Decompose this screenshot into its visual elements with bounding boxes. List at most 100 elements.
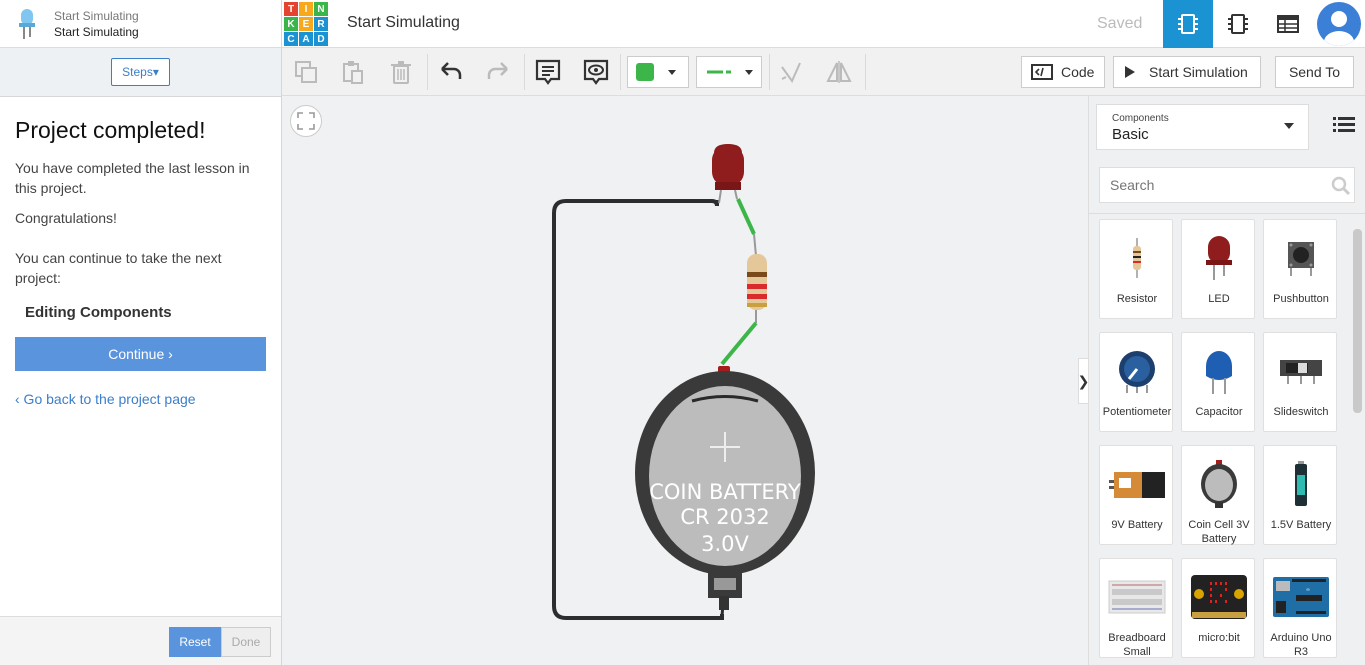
steps-dropdown-button[interactable]: Steps▾ [111, 58, 170, 86]
potentiometer-icon [1119, 351, 1155, 393]
component-search-input[interactable] [1099, 167, 1355, 203]
flip-button[interactable] [825, 58, 853, 86]
logo-letter: K [284, 17, 298, 31]
toolbar-separator [524, 54, 525, 90]
reset-button[interactable]: Reset [169, 627, 221, 657]
toggle-notes-visibility-button[interactable] [582, 58, 610, 86]
code-button[interactable]: Code [1021, 56, 1105, 88]
wire-type-picker[interactable] [696, 56, 762, 88]
saved-status: Saved [1097, 15, 1143, 32]
copy-button[interactable] [292, 58, 320, 86]
component-name: 1.5V Battery [1270, 519, 1332, 531]
black-wire [552, 199, 724, 620]
green-wire-top [736, 198, 756, 235]
toolbar-separator [865, 54, 866, 90]
circuit-drawing: COIN BATTERY CR 2032 3.0V [552, 144, 815, 620]
components-panel: Components Basic Resistor LED Pushbutton [1088, 96, 1365, 665]
arduino-icon: ∞ [1273, 577, 1329, 617]
collapse-panel-toggle[interactable]: ❯ [1077, 358, 1090, 404]
logo-letter: I [299, 2, 313, 16]
fit-view-icon [297, 112, 315, 130]
battery-label-line1: COIN BATTERY [649, 480, 801, 504]
components-select-label: Components [1112, 113, 1169, 124]
code-icon [1031, 64, 1053, 80]
tinkercad-logo[interactable]: T I N K E R C A D [284, 2, 328, 46]
lesson-text-3: You can continue to take the next projec… [15, 250, 222, 286]
component-card-resistor[interactable]: Resistor [1099, 219, 1173, 319]
component-card-pushbutton[interactable]: Pushbutton [1263, 219, 1337, 319]
lesson-heading: Project completed! [15, 117, 206, 143]
lesson-text-2: Congratulations! [15, 210, 117, 226]
component-card-arduino[interactable]: ∞ Arduino Uno R3 [1263, 558, 1337, 658]
copy-icon [295, 61, 317, 83]
chevron-right-icon: ❯ [1077, 372, 1090, 389]
component-card-9v-battery[interactable]: 9V Battery [1099, 445, 1173, 545]
component-card-potentiometer[interactable]: Potentiometer [1099, 332, 1173, 432]
start-simulation-label: Start Simulation [1149, 64, 1248, 80]
trash-icon [391, 61, 411, 84]
chevron-down-icon [668, 69, 676, 75]
panel-divider [1089, 213, 1365, 214]
components-category-select[interactable]: Components Basic [1096, 104, 1309, 150]
lesson-subtitle: Start Simulating [54, 8, 139, 23]
paste-icon [343, 61, 363, 84]
top-bar: T I N K E R C A D Start Simulating Saved [282, 0, 1365, 48]
continue-button[interactable]: Continue › [15, 337, 266, 371]
lesson-panel: Start Simulating Start Simulating Steps▾… [0, 0, 282, 665]
component-name: Slideswitch [1273, 406, 1329, 418]
logo-letter: T [284, 2, 298, 16]
steps-bar: Steps▾ [0, 48, 281, 97]
project-title[interactable]: Start Simulating [347, 14, 460, 31]
done-button[interactable]: Done [221, 627, 271, 657]
resistor-component [747, 233, 767, 323]
component-name: Arduino Uno R3 [1270, 632, 1332, 658]
svg-text:∞: ∞ [1306, 587, 1310, 593]
component-name: Coin Cell 3V Battery [1188, 519, 1250, 545]
schematic-view-button[interactable] [1213, 0, 1263, 48]
wire-color-picker[interactable] [627, 56, 689, 88]
component-name: Potentiometer [1102, 406, 1172, 418]
circuit-canvas[interactable]: COIN BATTERY CR 2032 3.0V ❯ [282, 96, 1090, 665]
component-name: Capacitor [1195, 406, 1243, 418]
user-avatar[interactable] [1317, 2, 1361, 46]
component-card-capacitor[interactable]: Capacitor [1181, 332, 1255, 432]
components-scrollbar[interactable] [1353, 229, 1362, 413]
led-component [712, 144, 744, 204]
component-card-coin-cell[interactable]: Coin Cell 3V Battery [1181, 445, 1255, 545]
logo-letter: R [314, 17, 328, 31]
table-icon [1277, 15, 1299, 33]
component-card-1-5v-battery[interactable]: 1.5V Battery [1263, 445, 1337, 545]
lesson-content: Project completed! You have completed th… [0, 97, 281, 427]
component-card-slideswitch[interactable]: Slideswitch [1263, 332, 1337, 432]
start-simulation-button[interactable]: Start Simulation [1113, 56, 1261, 88]
component-card-microbit[interactable]: micro:bit [1181, 558, 1255, 658]
send-to-button[interactable]: Send To [1275, 56, 1354, 88]
green-wire-bottom [720, 321, 758, 366]
list-view-icon[interactable] [1333, 116, 1355, 134]
delete-button[interactable] [387, 58, 415, 86]
component-card-led[interactable]: LED [1181, 219, 1255, 319]
undo-button[interactable] [437, 58, 465, 86]
lesson-title: Start Simulating [54, 24, 139, 39]
capacitor-icon [1206, 351, 1232, 394]
battery-label-line3: 3.0V [701, 532, 749, 556]
logo-letter: A [299, 32, 313, 46]
rotate-button[interactable] [777, 58, 805, 86]
paste-button[interactable] [339, 58, 367, 86]
redo-button[interactable] [484, 58, 512, 86]
back-to-project-link[interactable]: ‹ Go back to the project page [15, 391, 196, 407]
lesson-header: Start Simulating Start Simulating [0, 0, 281, 48]
chip-icon [1228, 14, 1248, 34]
breadboard-icon [1108, 580, 1166, 614]
play-icon [1125, 66, 1135, 78]
circuit-view-button[interactable] [1163, 0, 1213, 48]
resistor-icon [1133, 238, 1141, 278]
rotate-icon [781, 62, 801, 84]
notes-button[interactable] [534, 58, 562, 86]
component-list-view-button[interactable] [1263, 0, 1313, 48]
next-project-title: Editing Components [25, 304, 172, 321]
send-to-label: Send To [1288, 64, 1341, 80]
zoom-to-fit-button[interactable] [290, 105, 322, 137]
component-card-breadboard[interactable]: Breadboard Small [1099, 558, 1173, 658]
